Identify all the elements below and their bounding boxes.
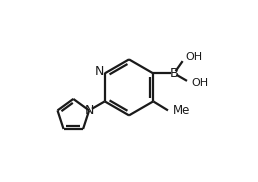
- Text: N: N: [95, 66, 104, 78]
- Text: N: N: [84, 104, 94, 117]
- Text: OH: OH: [186, 52, 203, 62]
- Text: B: B: [170, 67, 179, 80]
- Text: Me: Me: [173, 104, 190, 117]
- Text: OH: OH: [191, 78, 208, 88]
